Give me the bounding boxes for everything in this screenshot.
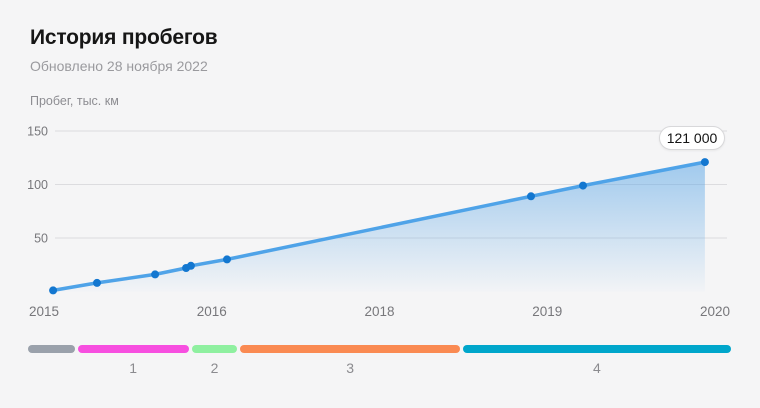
- x-tick-label: 2020: [700, 304, 730, 319]
- ownership-segment-3[interactable]: [191, 345, 238, 353]
- x-tick-label: 2015: [29, 304, 59, 319]
- ownership-segment-2[interactable]: [77, 345, 189, 353]
- x-tick-label: 2019: [532, 304, 562, 319]
- ownership-segment-1[interactable]: [28, 345, 75, 353]
- data-point-marker[interactable]: [700, 158, 709, 167]
- ownership-segment-5[interactable]: [462, 345, 731, 353]
- y-tick-label: 150: [27, 125, 48, 139]
- page-title: История пробегов: [30, 26, 218, 49]
- ownership-segment-label: 3: [346, 360, 354, 376]
- y-tick-label: 100: [27, 178, 48, 192]
- data-point-marker[interactable]: [223, 255, 231, 264]
- data-point-marker[interactable]: [186, 261, 195, 270]
- x-tick-label: 2018: [364, 304, 394, 319]
- ownership-segment-label: 2: [210, 360, 219, 376]
- y-tick-label: 50: [34, 232, 48, 246]
- ownership-periods-labels: 1 2 3 4: [28, 359, 731, 377]
- ownership-periods-bar: [28, 345, 731, 353]
- y-axis-label: Пробег, тыс. км: [30, 94, 119, 108]
- data-point-marker[interactable]: [579, 181, 587, 190]
- data-point-marker[interactable]: [527, 192, 535, 201]
- data-point-marker[interactable]: [151, 270, 160, 279]
- data-point-marker[interactable]: [49, 286, 58, 295]
- updated-date: Обновлено 28 ноября 2022: [30, 58, 208, 74]
- last-mileage-callout: 121 000: [659, 126, 725, 150]
- ownership-segment-label: 4: [592, 360, 601, 376]
- ownership-segment-4[interactable]: [240, 345, 460, 353]
- data-point-marker[interactable]: [93, 278, 101, 287]
- ownership-segment-label: 1: [129, 360, 138, 376]
- ownership-segment-label: [28, 359, 75, 377]
- x-tick-label: 2016: [197, 304, 227, 319]
